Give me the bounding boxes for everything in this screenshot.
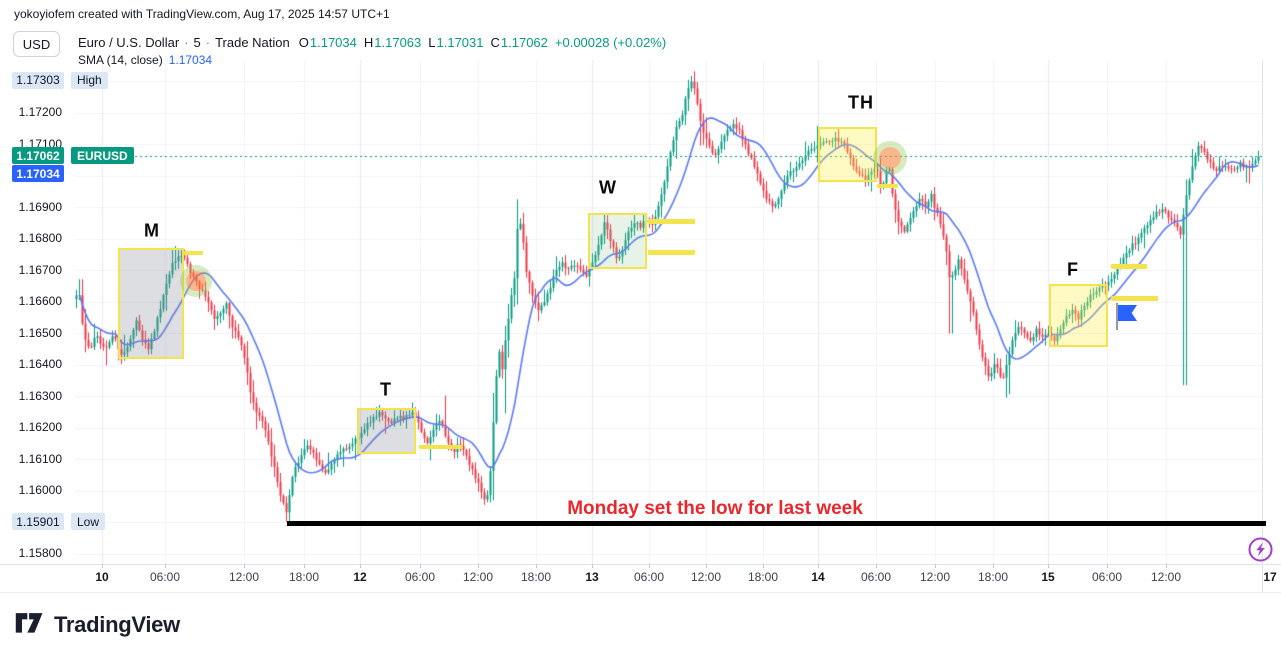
high-price-label: 1.17303 bbox=[12, 71, 64, 89]
time-axis-tick bbox=[935, 564, 936, 568]
price-axis-label: 1.15800 bbox=[18, 546, 62, 560]
time-axis-label: 18:00 bbox=[520, 570, 552, 584]
time-axis-tick bbox=[244, 564, 245, 568]
tradingview-mark-icon bbox=[14, 609, 46, 640]
broker-name[interactable]: Trade Nation bbox=[215, 34, 290, 50]
time-axis-tick bbox=[478, 564, 479, 568]
interval-value[interactable]: 5 bbox=[193, 34, 201, 50]
last-price-badge: 1.17062 bbox=[12, 147, 64, 165]
time-axis-tick bbox=[649, 564, 650, 568]
ohlc-values: O 1.17034 H 1.17063 L 1.17031 C 1.17062 +0.0… bbox=[299, 35, 666, 50]
time-axis-label: 12:00 bbox=[462, 570, 494, 584]
low-label: L bbox=[428, 34, 436, 50]
price-axis-label: 1.16300 bbox=[18, 388, 62, 403]
price-axis-label: 1.16600 bbox=[18, 294, 62, 308]
currency-toggle-button[interactable]: USD bbox=[13, 31, 60, 57]
time-axis-tick bbox=[304, 564, 305, 568]
time-axis-tick bbox=[993, 564, 994, 568]
low-value: 1.17031 bbox=[436, 34, 484, 50]
time-axis-label: 06:00 bbox=[1091, 570, 1123, 584]
low-price-label: 1.15901 bbox=[12, 513, 64, 531]
attribution-text: yokoyiofem created with TradingView.com,… bbox=[14, 7, 390, 21]
close-value: 1.17062 bbox=[500, 34, 548, 50]
time-axis-tick bbox=[706, 564, 707, 568]
price-axis-label: 1.16000 bbox=[18, 483, 62, 497]
time-axis-tick bbox=[420, 564, 421, 568]
close-label: C bbox=[490, 34, 500, 50]
time-axis-label: 18:00 bbox=[747, 570, 779, 584]
price-axis-label: 1.16800 bbox=[18, 231, 62, 245]
time-axis-tick bbox=[876, 564, 877, 568]
price-axis-label: 1.16500 bbox=[18, 325, 62, 340]
low-marker-label: Low bbox=[71, 513, 106, 531]
time-axis-label: 18:00 bbox=[288, 570, 320, 584]
price-chart-canvas[interactable] bbox=[75, 60, 1262, 564]
symbol-name[interactable]: Euro / U.S. Dollar bbox=[78, 34, 180, 50]
high-label: H bbox=[363, 34, 374, 50]
open-value: 1.17034 bbox=[309, 34, 357, 50]
footer-separator bbox=[0, 592, 1281, 593]
time-axis-label: 12 bbox=[353, 570, 367, 584]
time-axis-label: 12:00 bbox=[919, 570, 951, 584]
time-axis-tick bbox=[102, 564, 103, 568]
time-axis-label: 14 bbox=[811, 570, 825, 584]
time-axis-tick bbox=[1166, 564, 1167, 568]
time-axis-label: 06:00 bbox=[860, 570, 892, 584]
tradingview-logo[interactable]: TradingView bbox=[14, 609, 180, 640]
sma-price-badge: 1.17034 bbox=[12, 165, 64, 183]
time-axis-label: 06:00 bbox=[149, 570, 181, 584]
time-axis-label: 17 bbox=[1263, 570, 1277, 584]
indicator-name[interactable]: SMA (14, close) bbox=[78, 53, 163, 67]
plot-bottom-border bbox=[0, 564, 1281, 565]
high-value: 1.17063 bbox=[374, 34, 422, 50]
time-axis-label: 15 bbox=[1041, 570, 1055, 584]
open-label: O bbox=[298, 34, 309, 50]
boost-lightning-icon[interactable] bbox=[1247, 536, 1274, 563]
price-axis-label: 1.16400 bbox=[18, 357, 62, 371]
time-axis-tick bbox=[763, 564, 764, 568]
time-axis-label: 18:00 bbox=[977, 570, 1009, 584]
price-axis-label: 1.16100 bbox=[18, 451, 62, 466]
change-value: +0.00028 (+0.02%) bbox=[554, 34, 667, 50]
time-axis-label: 12:00 bbox=[228, 570, 260, 584]
price-axis-label: 1.17100 bbox=[18, 136, 62, 151]
time-axis-tick bbox=[1048, 564, 1049, 568]
time-axis-label: 13 bbox=[585, 570, 599, 584]
time-axis-label: 06:00 bbox=[404, 570, 436, 584]
time-axis-tick bbox=[1107, 564, 1108, 568]
tradingview-logo-text: TradingView bbox=[54, 611, 180, 637]
time-axis-label: 06:00 bbox=[633, 570, 665, 584]
symbol-badge: EURUSD bbox=[71, 147, 134, 165]
legend-separator: · bbox=[205, 34, 211, 50]
time-axis-tick bbox=[360, 564, 361, 568]
price-axis-label: 1.16200 bbox=[18, 420, 62, 434]
legend-separator: · bbox=[184, 34, 189, 50]
time-axis-tick bbox=[818, 564, 819, 568]
time-axis-tick bbox=[165, 564, 166, 568]
time-axis-label: 12:00 bbox=[1150, 570, 1182, 584]
price-axis-label: 1.16900 bbox=[18, 199, 62, 214]
time-axis-label: 12:00 bbox=[690, 570, 722, 584]
high-marker-label: High bbox=[71, 71, 108, 89]
indicator-value: 1.17034 bbox=[168, 53, 213, 67]
price-axis-label: 1.16700 bbox=[18, 262, 62, 277]
time-axis-label: 10 bbox=[95, 570, 109, 584]
price-axis-label: 1.17200 bbox=[18, 105, 62, 119]
time-axis-tick bbox=[536, 564, 537, 568]
time-axis-tick bbox=[592, 564, 593, 568]
plot-right-border bbox=[1262, 60, 1263, 592]
